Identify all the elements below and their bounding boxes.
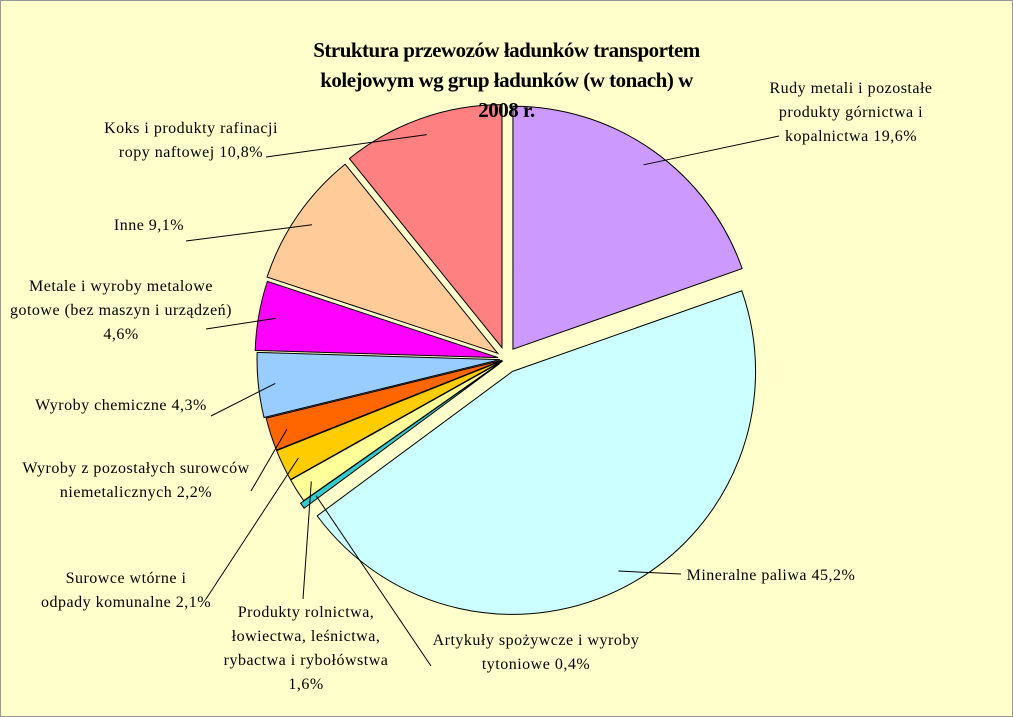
value-label: 10,8%: [219, 144, 264, 161]
value-label: 4,6%: [103, 326, 139, 343]
category-name: Artykuły spożywcze i wyroby tytoniowe: [432, 632, 640, 673]
pie-slice: [512, 105, 743, 350]
leader-line: [643, 135, 780, 166]
value-label: 19,6%: [873, 128, 918, 145]
category-name: Produkty rolnictwa, łowiectwa, leśnictwa…: [223, 604, 389, 669]
chart-title: Struktura przewozów ładunków transportem…: [313, 38, 700, 122]
leader-line: [185, 224, 313, 242]
leader-line: [250, 428, 288, 492]
category-name: Wyroby z pozostałych surowców niemetalic…: [22, 460, 250, 501]
pie-slice: [256, 351, 501, 419]
slice-label: Wyroby z pozostałych surowców niemetalic…: [19, 457, 254, 505]
slice-label: Mineralne paliwa 45,2%: [686, 564, 856, 588]
value-label: 1,6%: [288, 676, 324, 693]
pie-slice: [265, 359, 503, 451]
slice-label: Rudy metali i pozostałe produkty górnict…: [759, 77, 944, 149]
category-name: Wyroby chemiczne: [35, 397, 168, 414]
slice-label: Inne 9,1%: [109, 214, 189, 238]
pie-slice: [348, 104, 503, 350]
leader-line: [210, 382, 276, 417]
value-label: 2,2%: [176, 484, 213, 501]
value-label: 2,1%: [175, 594, 212, 611]
category-name: Metale i wyroby metalowe gotowe (bez mas…: [9, 278, 232, 319]
leader-line: [205, 317, 276, 330]
leader-line: [265, 134, 427, 158]
category-name: Rudy metali i pozostałe produkty górnict…: [769, 80, 933, 145]
slice-label: Produkty rolnictwa, łowiectwa, leśnictwa…: [214, 601, 399, 697]
category-name: Mineralne paliwa: [686, 567, 808, 584]
slice-label: Metale i wyroby metalowe gotowe (bez mas…: [9, 275, 234, 347]
value-label: 45,2%: [811, 567, 856, 584]
value-label: 0,4%: [554, 656, 591, 673]
slice-label: Surowce wtórne i odpady komunalne 2,1%: [39, 567, 214, 615]
category-name: Surowce wtórne i odpady komunalne: [40, 570, 187, 611]
pie-slice: [316, 290, 756, 615]
value-label: 9,1%: [148, 217, 185, 234]
category-name: Koks i produkty rafinacji ropy naftowej: [104, 120, 278, 161]
leader-line: [302, 481, 312, 600]
leader-line: [315, 495, 432, 667]
pie-slice: [266, 163, 500, 355]
pie-slice: [299, 363, 500, 509]
category-name: Inne: [113, 217, 145, 234]
slice-label: Wyroby chemiczne 4,3%: [21, 394, 221, 418]
slice-label: Artykuły spożywcze i wyroby tytoniowe 0,…: [424, 629, 649, 677]
value-label: 4,3%: [171, 397, 207, 414]
leader-line: [618, 570, 682, 575]
pie-slice: [275, 360, 503, 481]
slice-label: Koks i produkty rafinacji ropy naftowej …: [101, 117, 281, 165]
leader-line: [205, 457, 299, 600]
pie-slice: [254, 280, 499, 359]
